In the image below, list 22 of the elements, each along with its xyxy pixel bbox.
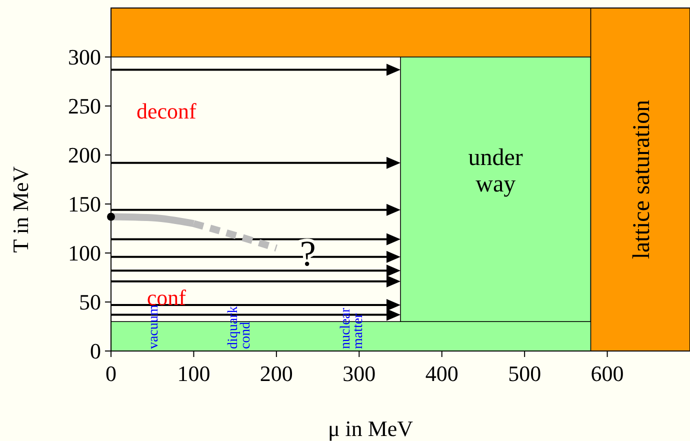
- x-tick-label: 0: [106, 361, 116, 386]
- annotation: vacuum: [146, 304, 162, 350]
- x-tick-label: 400: [425, 361, 458, 386]
- y-tick-label: 250: [68, 94, 101, 119]
- y-tick-label: 50: [79, 290, 101, 315]
- annotation: deconf: [136, 98, 198, 124]
- x-tick-label: 600: [590, 361, 624, 386]
- x-tick-label: 200: [260, 361, 293, 386]
- x-tick-label: 100: [177, 361, 210, 386]
- y-tick-label: 100: [68, 240, 101, 266]
- y-tick-label: 0: [90, 338, 101, 364]
- annotation: under way: [468, 144, 523, 198]
- y-tick-label: 200: [68, 142, 101, 168]
- annotation: lattice saturation: [628, 100, 655, 260]
- x-tick-label: 500: [508, 361, 542, 386]
- x-axis-title: μ in MeV: [328, 416, 414, 441]
- annotation: nuclear matter: [338, 308, 366, 350]
- x-tick-label: 300: [342, 361, 376, 386]
- y-tick-label: 300: [68, 44, 101, 70]
- y-axis-title: T in MeV: [8, 166, 33, 253]
- y-tick-label: 150: [68, 192, 101, 217]
- annotation: diquark cond: [226, 306, 254, 350]
